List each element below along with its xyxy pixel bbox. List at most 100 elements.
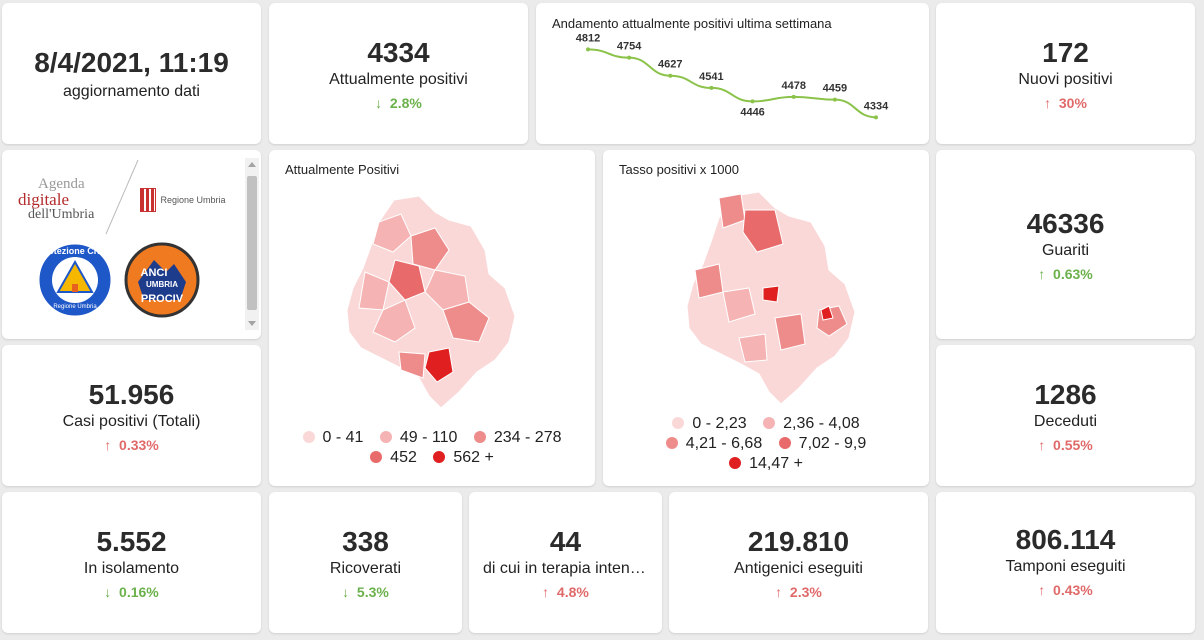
trend-series-line — [587, 48, 877, 119]
isolamento-card[interactable]: 5.552 In isolamento ↓ 0.16% — [2, 492, 261, 633]
isolamento-change: ↓ 0.16% — [104, 584, 159, 600]
casi-value: 51.956 — [88, 379, 175, 410]
nuovi-label: Nuovi positivi — [1018, 71, 1113, 88]
scroll-down-icon[interactable] — [248, 321, 256, 326]
map-attualmente-card: Attualmente Positivi 0 - 41 49 - 110 234… — [269, 150, 595, 486]
agenda-digitale-logo: Agenda digitale dell'Umbria — [18, 176, 95, 223]
trend-point[interactable] — [874, 115, 878, 120]
arrow-down-icon: ↓ — [342, 584, 350, 600]
tamponi-label: Tamponi eseguiti — [1005, 558, 1126, 575]
nuovi-value: 172 — [1042, 37, 1089, 68]
map1-legend: 0 - 41 49 - 110 234 - 278 452 562 + — [269, 427, 595, 469]
map2-title: Tasso positivi x 1000 — [619, 162, 739, 177]
trend-point[interactable] — [668, 73, 673, 78]
antigenici-card[interactable]: 219.810 Antigenici eseguiti ↑ 2.3% — [669, 492, 928, 633]
attualmente-label: Attualmente positivi — [329, 71, 468, 88]
deceduti-value: 1286 — [1034, 379, 1097, 410]
antigenici-change: ↑ 2.3% — [775, 584, 822, 600]
legend-item: 0 - 2,23 — [672, 415, 747, 433]
legend-item: 562 + — [433, 449, 494, 467]
nuovi-positivi-card[interactable]: 172 Nuovi positivi ↑ 30% — [936, 3, 1195, 144]
trend-point[interactable] — [832, 97, 837, 102]
map2-legend: 0 - 2,23 2,36 - 4,08 4,21 - 6,68 7,02 - … — [603, 413, 929, 475]
trend-data-label: 4459 — [823, 83, 847, 95]
ricoverati-label: Ricoverati — [329, 560, 402, 577]
arrow-up-icon: ↑ — [542, 584, 550, 600]
trend-data-label: 4478 — [781, 80, 805, 92]
trend-point[interactable] — [586, 47, 590, 52]
trend-line-chart: 4812 4754 4627 4541 4446 4478 4459 4334 — [576, 32, 889, 120]
casi-change: ↑ 0.33% — [104, 437, 159, 453]
scroll-up-icon[interactable] — [248, 162, 256, 167]
ricoverati-change: ↓ 5.3% — [342, 584, 389, 600]
trend-data-label: 4541 — [699, 71, 723, 83]
chart-title: Andamento attualmente positivi ultima se… — [552, 16, 832, 31]
regione-umbria-logo: Regione Umbria — [140, 188, 225, 212]
attualmente-change: ↓ 2.8% — [375, 95, 422, 111]
anci-text: ANCI UMBRIA PROCIV — [140, 267, 184, 305]
trend-data-label: 4627 — [658, 59, 682, 71]
isolamento-value: 5.552 — [96, 526, 167, 557]
trend-point[interactable] — [791, 94, 796, 99]
tamponi-value: 806.114 — [1015, 524, 1116, 555]
legend-item: 49 - 110 — [379, 429, 457, 447]
trend-data-label: 4812 — [576, 32, 600, 44]
trend-chart-card: Andamento attualmente positivi ultima se… — [536, 3, 929, 144]
protezione-civile-subtext: Regione Umbria — [53, 304, 97, 310]
arrow-down-icon: ↓ — [375, 95, 383, 111]
trend-data-label: 4446 — [740, 106, 764, 118]
arrow-up-icon: ↑ — [1038, 582, 1046, 598]
map-tasso-card: Tasso positivi x 1000 0 - 2,23 2,36 - 4,… — [603, 150, 929, 486]
logos-card: Agenda digitale dell'Umbria Regione Umbr… — [2, 150, 261, 339]
regione-emblem-icon — [140, 188, 156, 212]
logos-scrollbar[interactable] — [245, 158, 259, 330]
deceduti-label: Deceduti — [1033, 413, 1098, 430]
trend-point[interactable] — [750, 99, 755, 104]
nuovi-change: ↑ 30% — [1044, 95, 1087, 111]
arrow-down-icon: ↓ — [104, 584, 112, 600]
deceduti-change: ↑ 0.55% — [1038, 437, 1093, 453]
scroll-thumb[interactable] — [247, 176, 257, 310]
umbria-map-positivi[interactable] — [339, 192, 529, 412]
arrow-up-icon: ↑ — [1044, 95, 1052, 111]
deceduti-card[interactable]: 1286 Deceduti ↑ 0.55% — [936, 345, 1195, 486]
guariti-label: Guariti — [1041, 242, 1090, 259]
legend-item: 2,36 - 4,08 — [763, 415, 860, 433]
guariti-change: ↑ 0.63% — [1038, 266, 1093, 282]
legend-item: 4,21 - 6,68 — [665, 435, 762, 453]
trend-data-label: 4334 — [864, 100, 889, 112]
antigenici-value: 219.810 — [747, 526, 850, 557]
terapia-value: 44 — [549, 526, 582, 557]
terapia-intensiva-card[interactable]: 44 di cui in terapia intensiva ↑ 4.8% — [469, 492, 662, 633]
legend-item: 14,47 + — [729, 455, 803, 473]
protezione-civile-logo — [38, 243, 112, 317]
attualmente-positivi-card[interactable]: 4334 Attualmente positivi ↓ 2.8% — [269, 3, 528, 144]
arrow-up-icon: ↑ — [104, 437, 112, 453]
arrow-up-icon: ↑ — [1038, 437, 1046, 453]
ricoverati-card[interactable]: 338 Ricoverati ↓ 5.3% — [269, 492, 462, 633]
protezione-civile-text: Protezione Civile — [38, 246, 112, 256]
tamponi-card[interactable]: 806.114 Tamponi eseguiti ↑ 0.43% — [936, 492, 1195, 633]
attualmente-value: 4334 — [367, 37, 430, 68]
arrow-up-icon: ↑ — [775, 584, 783, 600]
arrow-up-icon: ↑ — [1038, 266, 1046, 282]
terapia-change: ↑ 4.8% — [542, 584, 589, 600]
antigenici-label: Antigenici eseguiti — [734, 560, 863, 577]
update-card: 8/4/2021, 11:19 aggiornamento dati — [2, 3, 261, 144]
trend-point[interactable] — [709, 85, 714, 90]
umbria-map-tasso[interactable] — [679, 188, 869, 408]
logo-divider — [105, 159, 139, 235]
guariti-value: 46336 — [1026, 208, 1105, 239]
legend-item: 0 - 41 — [302, 429, 363, 447]
trend-point[interactable] — [627, 55, 632, 60]
map1-title: Attualmente Positivi — [285, 162, 400, 177]
guariti-card[interactable]: 46336 Guariti ↑ 0.63% — [936, 150, 1195, 339]
legend-item: 234 - 278 — [473, 429, 561, 447]
terapia-label: di cui in terapia intensiva — [483, 560, 659, 577]
anci-umbria-logo — [124, 242, 200, 318]
casi-positivi-card[interactable]: 51.956 Casi positivi (Totali) ↑ 0.33% — [2, 345, 261, 486]
legend-item: 7,02 - 9,9 — [778, 435, 866, 453]
trend-data-label: 4754 — [617, 41, 642, 53]
casi-label: Casi positivi (Totali) — [62, 413, 201, 430]
update-datetime: 8/4/2021, 11:19 — [34, 47, 229, 78]
